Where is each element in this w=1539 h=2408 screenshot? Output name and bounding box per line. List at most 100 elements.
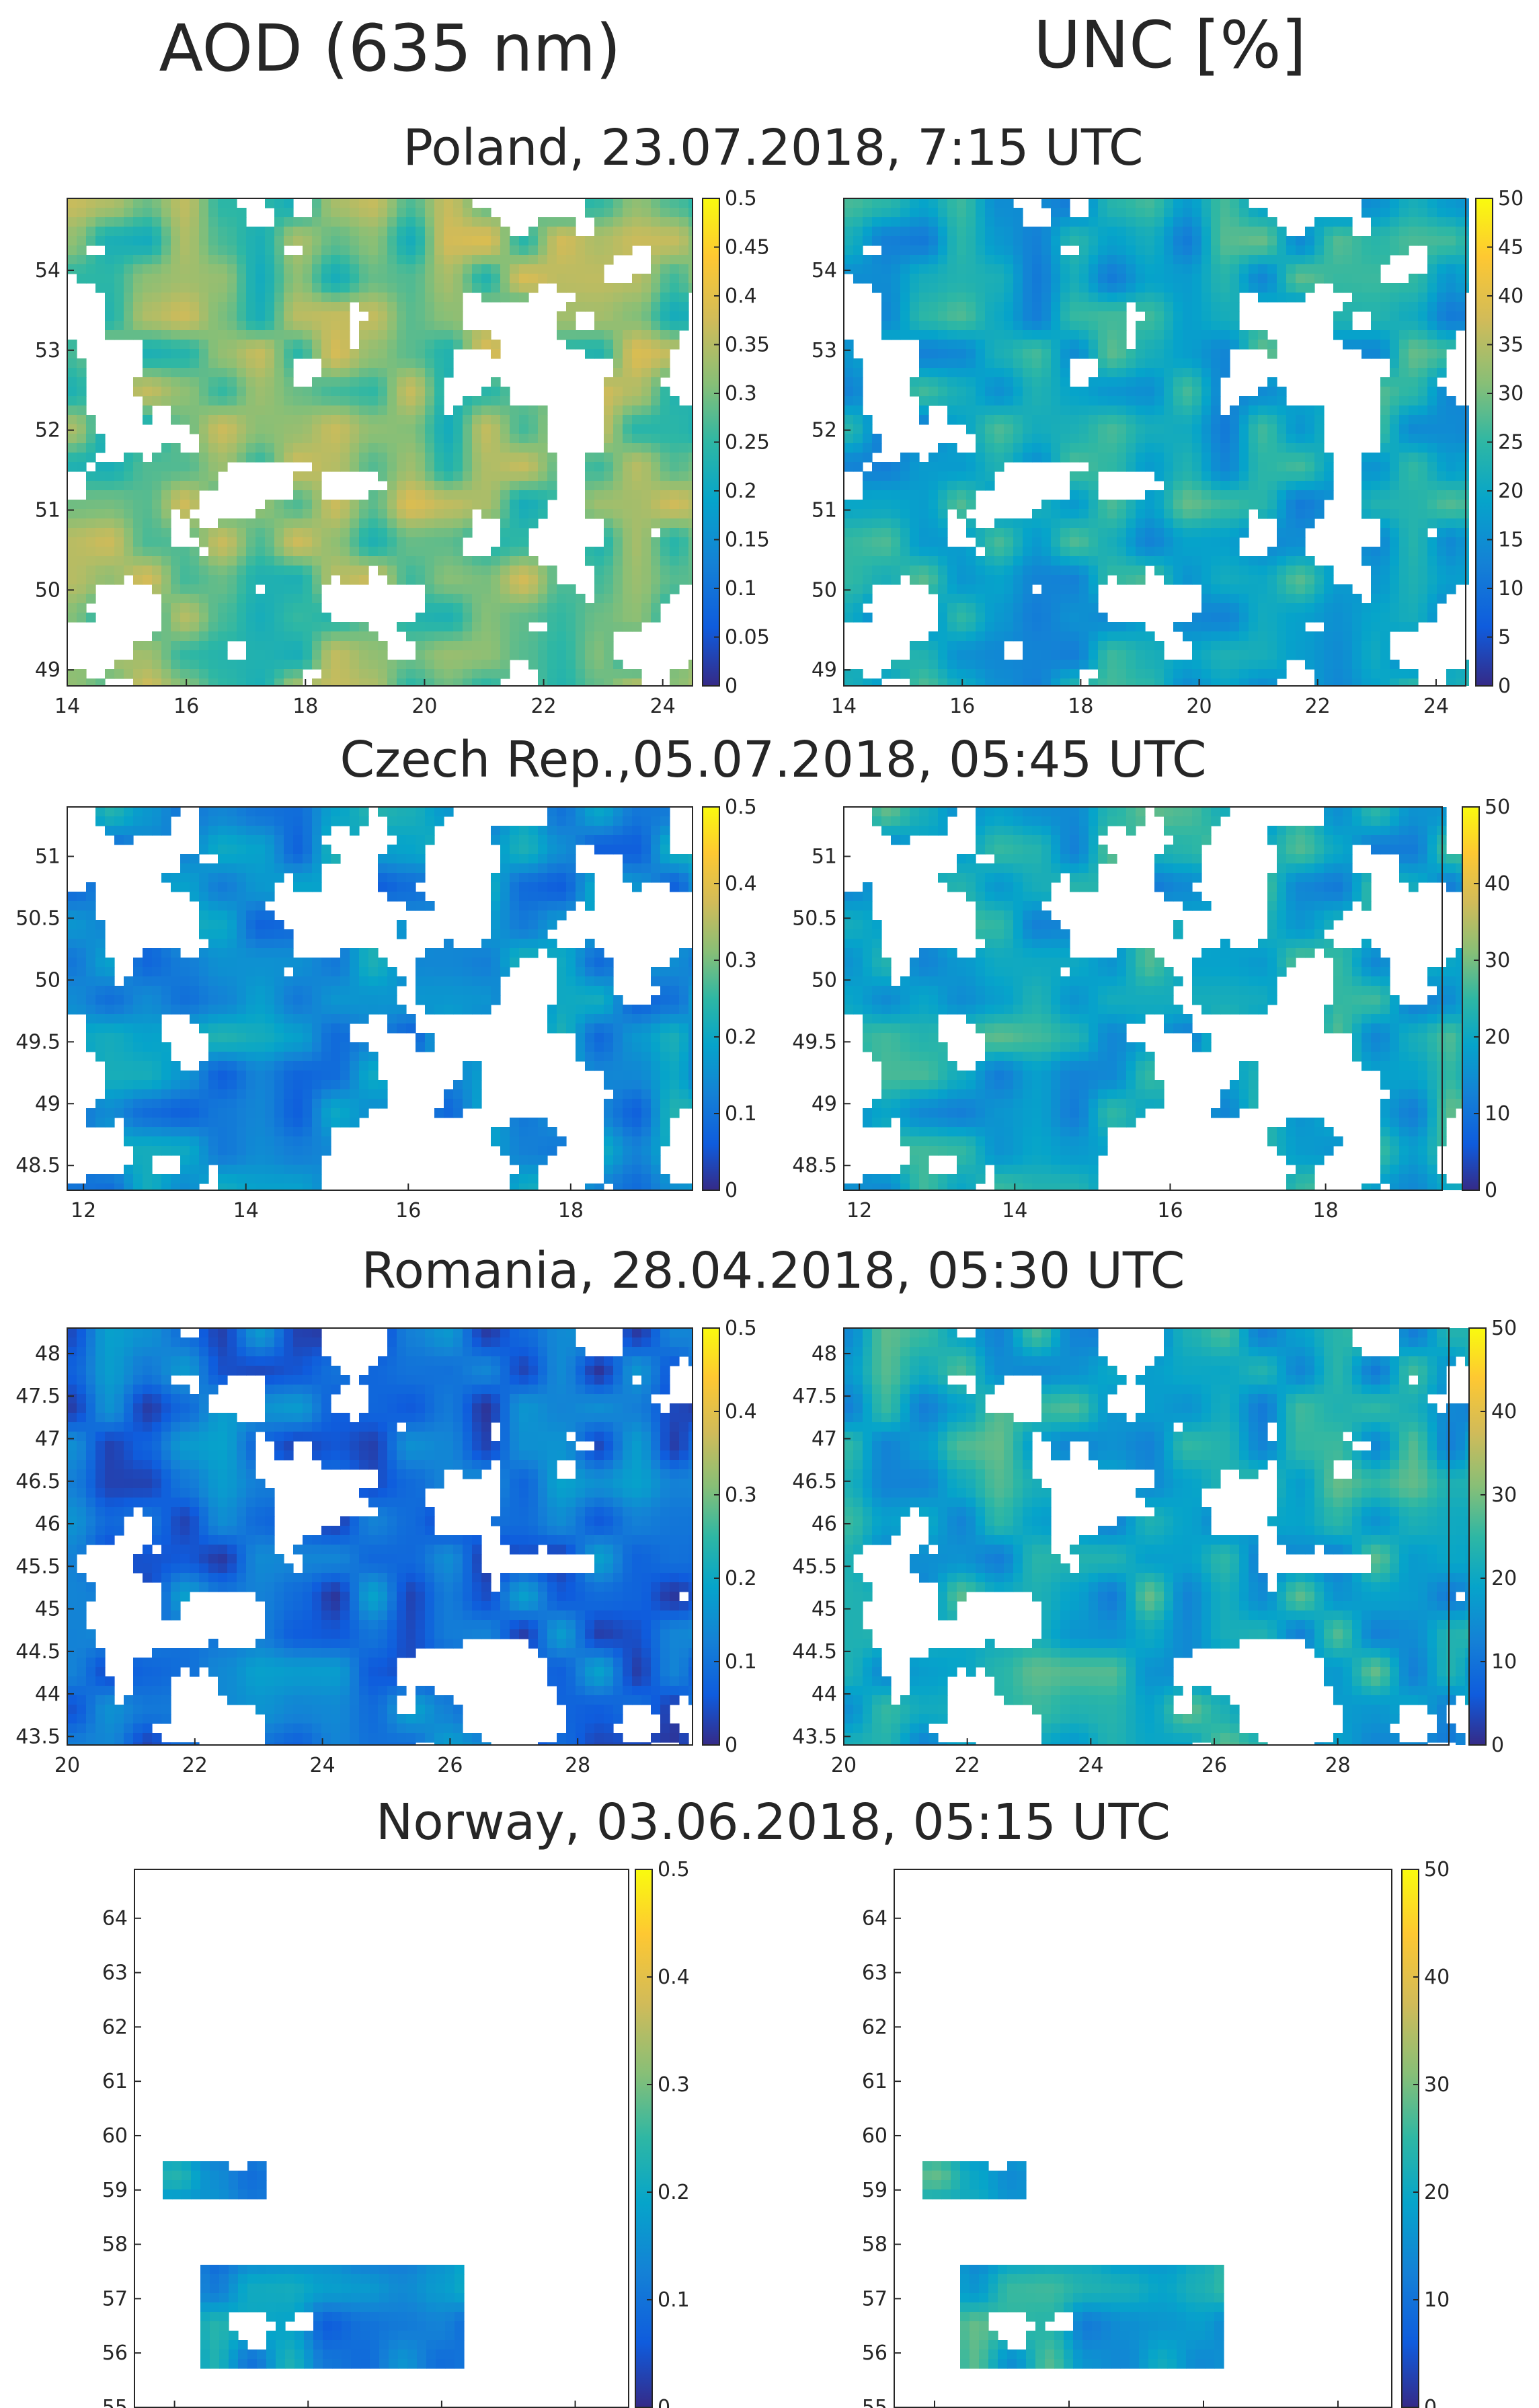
colorbar-tick-label: 0.1 <box>725 1650 757 1674</box>
colorbar-tick-label: 0 <box>1424 2396 1437 2408</box>
x-tick-label: 18 <box>558 1199 584 1222</box>
y-tick-label: 45 <box>35 1598 61 1621</box>
plot-frame <box>67 806 693 1191</box>
y-tick-label: 63 <box>102 1962 128 1985</box>
y-tick-label: 45 <box>812 1598 837 1621</box>
y-tick-label: 55 <box>102 2396 128 2408</box>
colorbar <box>702 1327 720 1746</box>
y-tick-label: 45.5 <box>792 1555 837 1578</box>
unc-column-header: UNC [%] <box>1033 7 1306 83</box>
czech-title: Czech Rep.,05.07.2018, 05:45 UTC <box>340 731 1206 789</box>
retrieval-field <box>67 1328 693 1745</box>
y-tick-label: 61 <box>102 2070 128 2093</box>
x-tick-label: 14 <box>233 1199 259 1222</box>
colorbar-tick-label: 0.5 <box>725 187 757 210</box>
colorbar-tick-label: 0.3 <box>725 1483 757 1507</box>
y-tick-label: 48 <box>35 1342 61 1366</box>
y-tick-label: 57 <box>862 2287 887 2310</box>
y-tick-label: 50 <box>812 578 837 602</box>
y-tick-label: 49.5 <box>792 1030 837 1054</box>
colorbar-tick-label: 0 <box>1498 674 1511 698</box>
colorbar-tick-label: 0.05 <box>725 626 770 650</box>
map-panel: 12 14 16 18 48.5 49 49.5 50 50.5 51 0 10 20 30 40 50 <box>792 795 1510 1222</box>
colorbar-tick-label: 0 <box>658 2396 670 2408</box>
y-tick-label: 50.5 <box>15 906 61 930</box>
norway-title: Norway, 03.06.2018, 05:15 UTC <box>376 1793 1171 1851</box>
x-tick-label: 18 <box>292 695 318 718</box>
x-tick-label: 12 <box>71 1199 96 1222</box>
x-tick-label: 22 <box>182 1754 208 1777</box>
y-tick-label: 49.5 <box>15 1030 61 1054</box>
poland-title: Poland, 23.07.2018, 7:15 UTC <box>403 119 1143 177</box>
colorbar-tick-label: 10 <box>1491 1650 1517 1674</box>
y-tick-label: 49 <box>812 658 837 682</box>
x-tick-label: 14 <box>1002 1199 1027 1222</box>
aod-column-header: AOD (635 nm) <box>159 11 621 86</box>
colorbar-tick-label: 30 <box>1491 1483 1517 1507</box>
y-tick-label: 58 <box>102 2233 128 2257</box>
colorbar-tick-label: 10 <box>1424 2288 1450 2312</box>
y-tick-label: 56 <box>862 2341 887 2365</box>
y-tick-label: 56 <box>102 2341 128 2365</box>
colorbar-tick-label: 30 <box>1498 382 1524 405</box>
retrieval-field <box>67 807 693 1190</box>
y-tick-label: 54 <box>35 259 61 282</box>
colorbar-tick-label: 0.1 <box>725 577 757 600</box>
colorbar <box>1462 806 1480 1191</box>
colorbar-tick-label: 0.5 <box>725 795 757 819</box>
colorbar-tick-label: 25 <box>1498 431 1524 455</box>
colorbar-tick-label: 0.3 <box>658 2073 690 2097</box>
colorbar-tick-label: 20 <box>1424 2181 1450 2204</box>
x-tick-label: 24 <box>1078 1754 1103 1777</box>
colorbar-tick-label: 0.3 <box>725 382 757 405</box>
y-tick-label: 49 <box>812 1092 837 1116</box>
y-tick-label: 43.5 <box>792 1725 837 1748</box>
y-tick-label: 49 <box>35 658 61 682</box>
colorbar-tick-label: 0.2 <box>725 479 757 503</box>
plot-frame <box>67 198 693 687</box>
x-tick-label: 22 <box>530 695 556 718</box>
map-panel: 20 22 24 26 28 43.5 44 44.5 45 45.5 46 46.5 47 47.5 48… <box>792 1317 1517 1777</box>
y-tick-label: 47.5 <box>15 1385 61 1408</box>
colorbar-tick-label: 0.45 <box>725 236 770 260</box>
colorbar-tick-label: 0.1 <box>725 1102 757 1126</box>
colorbar-tick-label: 0.1 <box>658 2288 690 2312</box>
y-tick-label: 51 <box>35 499 61 522</box>
colorbar-tick-label: 0 <box>1491 1734 1504 1757</box>
x-tick-label: 28 <box>565 1754 590 1777</box>
colorbar-tick-label: 45 <box>1498 236 1524 260</box>
y-tick-label: 48.5 <box>792 1154 837 1177</box>
x-tick-label: 20 <box>54 1754 80 1777</box>
colorbar-tick-label: 50 <box>1485 795 1510 819</box>
y-tick-label: 51 <box>812 845 837 869</box>
map-panel: 51015205556575859606162636400.10.20.30.4… <box>102 1858 690 2408</box>
y-tick-label: 45.5 <box>15 1555 61 1578</box>
colorbar-tick-label: 50 <box>1498 187 1524 210</box>
map-panel: 14 16 18 20 22 24 49 50 51 52 53 54 0 0.05 0.1 0.15 0.2 0… <box>35 187 770 718</box>
y-tick-label: 62 <box>102 2015 128 2039</box>
x-tick-label: 12 <box>846 1199 872 1222</box>
plot-frame <box>894 1869 1392 2408</box>
colorbar <box>1468 1327 1487 1746</box>
y-tick-label: 44 <box>35 1682 61 1706</box>
colorbar <box>635 1869 653 2408</box>
colorbar-tick-label: 0.5 <box>725 1317 757 1340</box>
y-tick-label: 51 <box>35 845 61 869</box>
y-tick-label: 44.5 <box>15 1640 61 1664</box>
colorbar-tick-label: 0 <box>725 1734 738 1757</box>
x-tick-label: 16 <box>395 1199 421 1222</box>
x-tick-label: 16 <box>1157 1199 1183 1222</box>
colorbar-tick-label: 40 <box>1485 872 1510 896</box>
plot-frame <box>843 198 1466 687</box>
y-tick-label: 55 <box>862 2396 887 2408</box>
x-tick-label: 20 <box>831 1754 857 1777</box>
colorbar-tick-label: 0.3 <box>725 949 757 972</box>
y-tick-label: 59 <box>102 2179 128 2202</box>
x-tick-label: 26 <box>1201 1754 1227 1777</box>
retrieval-field <box>922 2161 1224 2369</box>
x-tick-label: 16 <box>173 695 199 718</box>
x-tick-label: 16 <box>949 695 975 718</box>
y-tick-label: 50.5 <box>792 906 837 930</box>
colorbar-tick-label: 20 <box>1498 479 1524 503</box>
